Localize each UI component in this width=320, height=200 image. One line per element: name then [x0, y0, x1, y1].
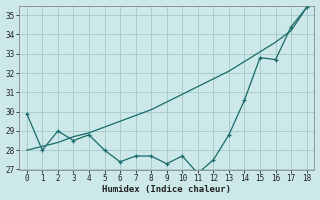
X-axis label: Humidex (Indice chaleur): Humidex (Indice chaleur)	[102, 185, 231, 194]
